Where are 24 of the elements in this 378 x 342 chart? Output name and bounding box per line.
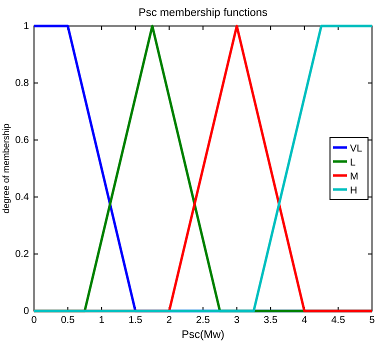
x-tick-label: 3.5 — [264, 315, 278, 326]
x-tick-label: 2 — [166, 315, 172, 326]
y-tick-label: 0.6 — [15, 135, 30, 146]
chart-title: Psc membership functions — [138, 7, 268, 19]
legend-label: VL — [350, 144, 363, 154]
x-tick-label: 0.5 — [60, 315, 76, 326]
y-tick-label: 1 — [23, 21, 30, 32]
x-tick-label: 5 — [369, 315, 376, 326]
x-axis-title: Psc(Mw) — [182, 329, 224, 341]
y-axis-title: degree of membership — [1, 123, 11, 214]
x-tick-label: 1 — [98, 315, 105, 326]
x-tick-label: 3 — [234, 315, 240, 326]
y-tick-label: 0.2 — [15, 249, 30, 260]
x-tick-label: 0 — [31, 315, 38, 326]
legend-label: M — [350, 172, 358, 182]
x-tick-label: 4.5 — [331, 315, 346, 326]
x-tick-label: 4 — [302, 315, 308, 326]
y-tick-label: 0.8 — [15, 78, 30, 90]
y-tick-label: 0 — [23, 306, 30, 318]
x-tick-label: 1.5 — [128, 315, 143, 326]
x-tick-label: 2.5 — [196, 315, 210, 326]
legend-label: H — [350, 186, 358, 196]
y-tick-label: 0.4 — [15, 192, 30, 204]
legend-label: L — [350, 158, 356, 168]
